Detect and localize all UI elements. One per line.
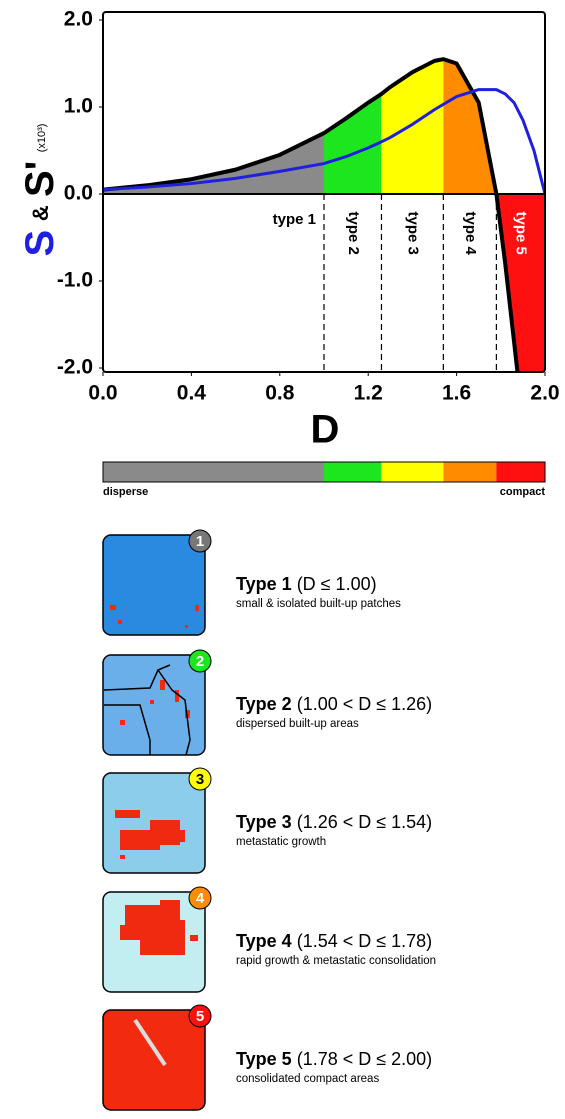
colorbar-segment — [103, 462, 324, 482]
type-description: metastatic growth — [236, 836, 326, 848]
x-tick-label: 0.0 — [88, 382, 117, 405]
built-up-patch — [175, 690, 179, 702]
region-label: type 2 — [345, 211, 362, 254]
type-name: Type 4 — [236, 931, 292, 951]
colorbar-segment — [443, 462, 496, 482]
built-up-patch — [115, 810, 140, 818]
figure: type 1 type 2 type 3 type 4 type 5 2.0 1.0 0.0 -… — [0, 0, 565, 1119]
type-number: 1 — [196, 533, 204, 550]
y-tick-label: -2.0 — [57, 356, 93, 379]
type-number: 2 — [196, 653, 204, 670]
type-range: (1.78 < D ≤ 2.00) — [297, 1049, 432, 1069]
built-up-patch — [120, 855, 125, 859]
type-title: Type 1(D ≤ 1.00) — [236, 574, 377, 594]
y-tick-label: 1.0 — [64, 95, 93, 118]
colorbar-segment — [496, 462, 545, 482]
x-tick-label: 1.2 — [354, 382, 383, 405]
built-up-patch — [160, 900, 180, 940]
y-label-joiner: & — [28, 205, 53, 221]
region-label: type 1 — [273, 211, 316, 228]
y-unit: (x10³) — [36, 124, 48, 153]
type-title: Type 5(1.78 < D ≤ 2.00) — [236, 1049, 432, 1069]
type-description: small & isolated built-up patches — [236, 598, 401, 610]
region-label: type 3 — [404, 211, 421, 254]
type-item: 3 Type 3(1.26 < D ≤ 1.54) metastatic growt… — [103, 768, 432, 873]
built-up-patch — [110, 605, 116, 610]
type-region — [381, 59, 443, 194]
type-title: Type 3(1.26 < D ≤ 1.54) — [236, 812, 432, 832]
y-axis-title: S & S' (x10³) — [18, 124, 62, 257]
built-up-patch — [120, 925, 145, 940]
x-tick-label: 1.6 — [442, 382, 471, 405]
type-item: 1 Type 1(D ≤ 1.00) small & isolated built-… — [103, 530, 401, 635]
type-number: 4 — [196, 890, 205, 907]
type-region — [324, 94, 381, 194]
type-range: (1.54 < D ≤ 1.78) — [297, 931, 432, 951]
x-tick-label: 0.4 — [177, 382, 207, 405]
x-axis-title: D — [311, 408, 340, 452]
built-up-patch — [120, 720, 125, 725]
colorbar-right-label: compact — [500, 486, 546, 498]
built-up-patch — [150, 700, 154, 704]
built-up-patch — [170, 830, 185, 842]
type-range: (1.00 < D ≤ 1.26) — [297, 694, 432, 714]
type-name: Type 1 — [236, 574, 292, 594]
plot: type 1 type 2 type 3 type 4 type 5 2.0 1.0 0.0 -… — [57, 8, 560, 421]
type-description: rapid growth & metastatic consolidation — [236, 955, 436, 967]
type-number: 5 — [196, 1008, 204, 1025]
type-item: 5 Type 5(1.78 < D ≤ 2.00) consolidated com… — [103, 1005, 432, 1110]
y-tick-label: 0.0 — [64, 182, 93, 205]
type-title: Type 2(1.00 < D ≤ 1.26) — [236, 694, 432, 714]
type-range: (1.26 < D ≤ 1.54) — [297, 812, 432, 832]
type-item: 4 Type 4(1.54 < D ≤ 1.78) rapid growth & m… — [103, 887, 436, 992]
y-label-s: S — [18, 230, 62, 257]
type-description: consolidated compact areas — [236, 1073, 379, 1085]
type-item: 2 Type 2(1.00 < D ≤ 1.26) dispersed built-… — [103, 650, 432, 755]
x-tick-label: 2.0 — [530, 382, 559, 405]
type-range: (D ≤ 1.00) — [297, 574, 377, 594]
region-label: type 4 — [462, 211, 479, 255]
y-label-s-prime: S' — [18, 161, 62, 197]
type-list: 1 Type 1(D ≤ 1.00) small & isolated built-… — [103, 530, 436, 1110]
type-region — [443, 59, 496, 194]
type-title: Type 4(1.54 < D ≤ 1.78) — [236, 931, 432, 951]
colorbar-left-label: disperse — [103, 486, 148, 498]
y-tick-label: -1.0 — [57, 269, 93, 292]
type-name: Type 2 — [236, 694, 292, 714]
colorbar — [103, 462, 545, 482]
type-name: Type 5 — [236, 1049, 292, 1069]
colorbar-segment — [324, 462, 381, 482]
built-up-patch — [185, 625, 188, 628]
type-name: Type 3 — [236, 812, 292, 832]
type-number: 3 — [196, 771, 204, 788]
y-tick-label: 2.0 — [64, 8, 93, 31]
colorbar-segment — [381, 462, 443, 482]
built-up-patch — [195, 605, 199, 611]
type-thumbnail — [103, 1010, 205, 1110]
type-description: dispersed built-up areas — [236, 718, 359, 730]
built-up-patch — [160, 680, 165, 690]
built-up-patch — [118, 620, 122, 624]
x-tick-label: 0.8 — [265, 382, 295, 405]
built-up-patch — [190, 935, 198, 941]
region-label: type 5 — [513, 211, 530, 254]
